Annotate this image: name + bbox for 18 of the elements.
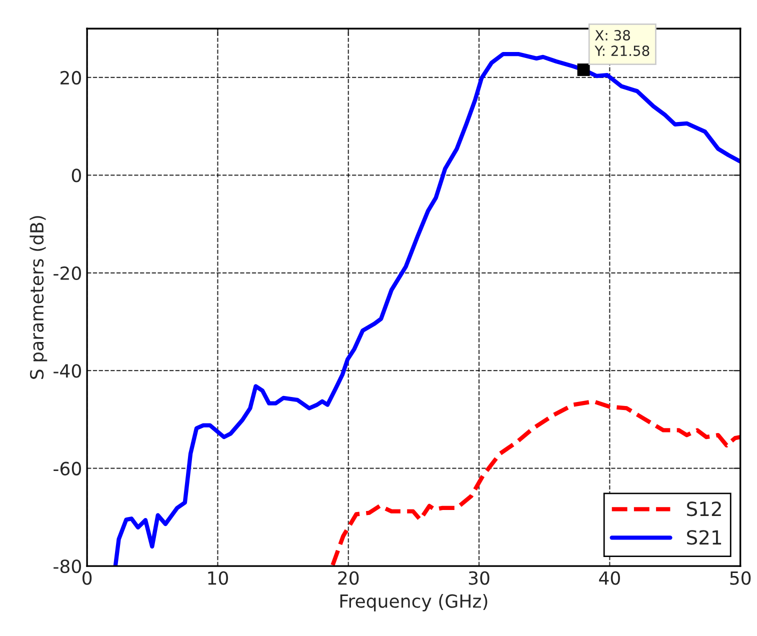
x-tick-label: 0 <box>82 571 92 585</box>
y-tick-label: -60 <box>54 462 81 476</box>
legend-label: S12 <box>687 502 721 516</box>
x-tick-label: 40 <box>599 571 620 585</box>
x-tick-label: 50 <box>730 571 751 585</box>
x-tick-label: 20 <box>338 571 359 585</box>
legend-label: S21 <box>687 530 722 545</box>
x-tick-label: 10 <box>208 571 228 585</box>
x-tick-label: 30 <box>468 571 490 585</box>
y-tick-label: -40 <box>54 364 81 378</box>
x-axis-title: Frequency (GHz) <box>340 594 488 612</box>
y-tick-label: 20 <box>60 70 81 85</box>
line-series <box>330 399 740 566</box>
y-tick-label: -20 <box>54 266 81 280</box>
y-axis-title: S parameters (dB) <box>30 216 48 379</box>
annotation: X: 38 Y: 21.58 <box>594 30 650 56</box>
y-tick-label: 0 <box>72 168 81 182</box>
y-tick-label: -80 <box>54 560 81 574</box>
